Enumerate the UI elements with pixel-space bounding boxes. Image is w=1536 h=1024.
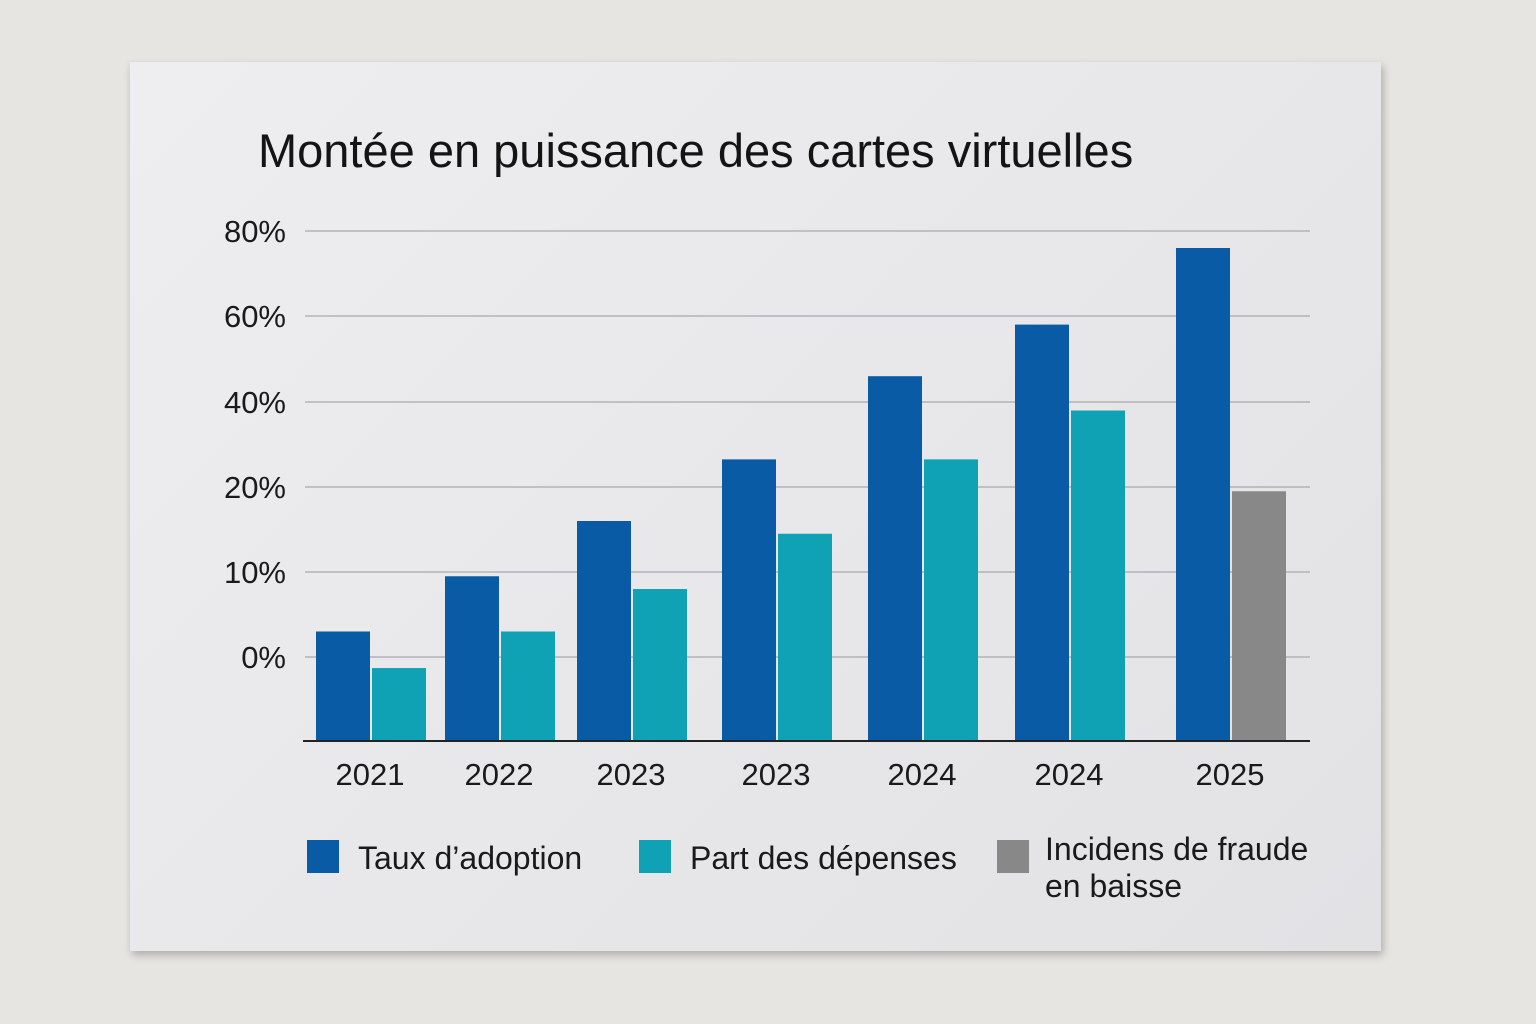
legend-swatch: [997, 840, 1029, 873]
legend-label: Taux d’adoption: [358, 840, 582, 876]
bar-adoption: [445, 576, 499, 741]
bar-adoption: [577, 521, 631, 741]
bar-fraude: [1232, 491, 1286, 741]
bar-depenses: [372, 668, 426, 741]
bar-depenses: [1071, 410, 1125, 741]
bar-adoption: [1015, 324, 1069, 741]
y-tick-label: 60%: [224, 299, 286, 334]
y-tick-label: 40%: [224, 385, 286, 420]
chart-title: Montée en puissance des cartes virtuelle…: [258, 124, 1133, 177]
x-tick-label: 2024: [888, 757, 957, 792]
bar-adoption: [868, 376, 922, 741]
bar-depenses: [633, 589, 687, 741]
y-tick-label: 0%: [241, 640, 286, 675]
y-tick-label: 20%: [224, 470, 286, 505]
x-tick-label: 2021: [336, 757, 405, 792]
legend-swatch: [639, 840, 671, 873]
legend-label: Incidens de fraude: [1045, 831, 1308, 867]
y-tick-label: 10%: [224, 555, 286, 590]
bar-depenses: [501, 631, 555, 741]
bar-adoption: [316, 631, 370, 741]
bar-depenses: [924, 459, 978, 741]
x-tick-label: 2022: [465, 757, 534, 792]
legend-swatch: [307, 840, 339, 873]
bar-depenses: [778, 533, 832, 741]
x-tick-label: 2025: [1196, 757, 1265, 792]
x-tick-label: 2023: [742, 757, 811, 792]
legend-label: Part des dépenses: [690, 840, 957, 876]
y-tick-label: 80%: [224, 214, 286, 249]
x-tick-label: 2024: [1035, 757, 1104, 792]
x-tick-label: 2023: [597, 757, 666, 792]
legend-label: en baisse: [1045, 868, 1182, 904]
bar-adoption: [722, 459, 776, 741]
bar-adoption: [1176, 248, 1230, 741]
